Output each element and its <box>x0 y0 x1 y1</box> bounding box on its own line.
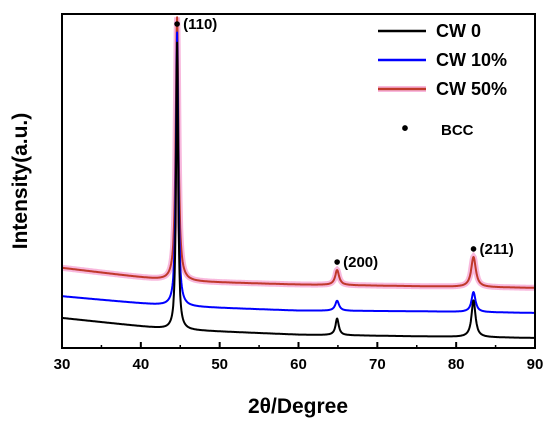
peak-annotations: (110) (200) (211) <box>174 16 514 271</box>
x-tick-label: 30 <box>54 356 71 373</box>
x-axis: 30 40 50 60 70 80 90 <box>54 342 544 373</box>
bcc-legend-label: BCC <box>441 122 474 139</box>
legend-label-cw-50: CW 50% <box>436 79 507 99</box>
bcc-legend-marker: • <box>401 118 408 140</box>
peak-label: (110) <box>183 16 217 33</box>
series-layer <box>61 16 536 339</box>
series-line-cw-0 <box>61 41 536 339</box>
x-tick-label: 70 <box>369 356 386 373</box>
bcc-peak-marker <box>470 246 477 252</box>
series-line-cw-10 <box>61 31 536 314</box>
x-tick-label: 90 <box>527 356 544 373</box>
x-tick-label: 80 <box>448 356 465 373</box>
series-line-cw-50 <box>61 16 536 289</box>
x-tick-label: 60 <box>290 356 307 373</box>
peak-label: (200) <box>343 254 378 271</box>
legend-label-cw-0: CW 0 <box>436 21 481 41</box>
legend: CW 0 CW 10% CW 50% • BCC <box>378 21 507 140</box>
x-tick-label: 40 <box>132 356 149 373</box>
legend-label-cw-10: CW 10% <box>436 50 507 70</box>
y-axis-title: Intensity(a.u.) <box>9 113 32 250</box>
x-tick-label: 50 <box>211 356 228 373</box>
bcc-peak-marker <box>174 21 180 27</box>
x-axis-title: 2θ/Degree <box>248 395 348 418</box>
bcc-peak-marker <box>334 259 340 265</box>
peak-label: (211) <box>480 241 514 258</box>
